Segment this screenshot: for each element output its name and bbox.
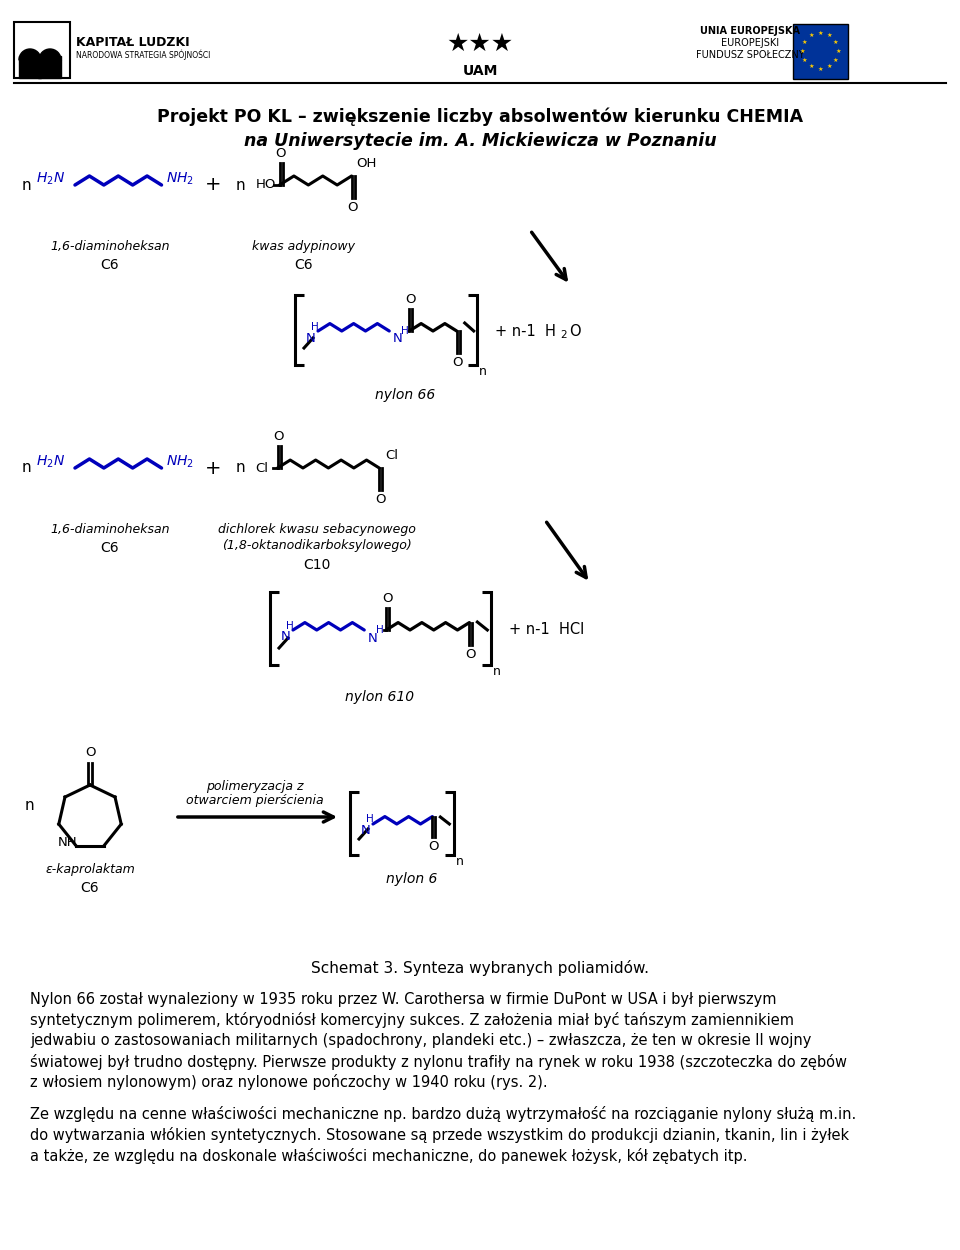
Text: C6: C6 [101, 258, 119, 272]
Text: H: H [286, 621, 294, 631]
Text: ★: ★ [817, 30, 823, 35]
Text: FUNDUSZ SPOŁECZNY: FUNDUSZ SPOŁECZNY [696, 50, 804, 60]
Text: $H_2N$: $H_2N$ [36, 454, 65, 470]
Text: ★: ★ [827, 64, 831, 69]
Text: H: H [366, 814, 373, 824]
Text: jedwabiu o zastosowaniach militarnych (spadochrony, plandeki etc.) – zwłaszcza, : jedwabiu o zastosowaniach militarnych (s… [30, 1032, 811, 1048]
Text: $NH_2$: $NH_2$ [165, 454, 194, 470]
Text: O: O [348, 201, 358, 214]
Text: ★: ★ [808, 64, 814, 69]
Text: nylon 66: nylon 66 [374, 388, 435, 402]
Text: ★: ★ [832, 58, 838, 63]
Text: ε-kaprolaktam: ε-kaprolaktam [45, 862, 134, 876]
Text: UAM: UAM [463, 64, 497, 78]
Text: O: O [465, 648, 475, 660]
Text: n: n [456, 855, 465, 868]
Text: (1,8-oktanodikarboksylowego): (1,8-oktanodikarboksylowego) [223, 539, 412, 552]
Text: NH: NH [59, 836, 78, 849]
Text: C6: C6 [101, 541, 119, 555]
Text: C6: C6 [81, 881, 99, 895]
Text: $NH_2$: $NH_2$ [165, 171, 194, 187]
Polygon shape [38, 60, 61, 78]
Text: +: + [205, 459, 222, 478]
Text: H: H [376, 625, 384, 635]
Text: +: + [205, 175, 222, 195]
Text: N: N [306, 331, 316, 345]
Text: O: O [375, 492, 386, 506]
Text: O: O [84, 746, 95, 759]
Text: Projekt PO KL – zwiększenie liczby absolwentów kierunku CHEMIA: Projekt PO KL – zwiększenie liczby absol… [156, 107, 804, 125]
Text: n: n [22, 460, 32, 475]
Text: OH: OH [356, 158, 377, 170]
Text: ★: ★ [817, 66, 823, 71]
Bar [793, 24, 848, 79]
Polygon shape [19, 56, 61, 60]
Text: na Uniwersytecie im. A. Mickiewicza w Poznaniu: na Uniwersytecie im. A. Mickiewicza w Po… [244, 132, 716, 150]
Text: polimeryzacja z: polimeryzacja z [206, 780, 303, 792]
Text: n: n [493, 665, 501, 678]
Text: n: n [22, 177, 32, 192]
Text: ★: ★ [827, 32, 831, 38]
Text: ★: ★ [802, 58, 807, 63]
Text: ★: ★ [799, 49, 804, 54]
Text: do wytwarzania włókien syntetycznych. Stosowane są przede wszystkim do produkcji: do wytwarzania włókien syntetycznych. St… [30, 1128, 850, 1142]
Text: z włosiem nylonowym) oraz nylonowe pończochy w 1940 roku (rys. 2).: z włosiem nylonowym) oraz nylonowe pończ… [30, 1074, 547, 1090]
Text: n: n [479, 365, 487, 378]
Wedge shape [39, 49, 61, 60]
Text: ★★★: ★★★ [446, 32, 514, 56]
Text: Cl: Cl [255, 461, 269, 475]
Text: ★: ★ [808, 32, 814, 38]
Text: kwas adypinowy: kwas adypinowy [252, 240, 355, 252]
Text: + n-1  HCl: + n-1 HCl [510, 622, 585, 638]
Text: ★: ★ [835, 49, 841, 54]
Text: KAPITAŁ LUDZKI: KAPITAŁ LUDZKI [76, 36, 190, 49]
Text: 2: 2 [561, 330, 567, 340]
Polygon shape [19, 60, 41, 78]
Text: NARODOWA STRATEGIA SPÓJNOŚCI: NARODOWA STRATEGIA SPÓJNOŚCI [76, 50, 210, 60]
Text: Ze względu na cenne właściwości mechaniczne np. bardzo dużą wytrzymałość na rozc: Ze względu na cenne właściwości mechanic… [30, 1106, 856, 1122]
Text: nylon 6: nylon 6 [386, 872, 438, 886]
Bar [14, 22, 70, 78]
Text: $H_2N$: $H_2N$ [36, 171, 65, 187]
Text: HO: HO [255, 179, 276, 191]
Text: O: O [428, 840, 439, 852]
Text: C6: C6 [294, 258, 313, 272]
Wedge shape [19, 49, 41, 60]
Text: n: n [235, 460, 245, 475]
Text: N: N [361, 824, 371, 836]
Text: N: N [394, 332, 403, 345]
Text: n: n [25, 798, 35, 812]
Text: UNIA EUROPEJSKA: UNIA EUROPEJSKA [700, 26, 800, 36]
Text: dichlorek kwasu sebacynowego: dichlorek kwasu sebacynowego [219, 522, 417, 536]
Text: O: O [276, 148, 286, 160]
Text: O: O [452, 356, 463, 369]
Text: 1,6-diaminoheksan: 1,6-diaminoheksan [50, 522, 170, 536]
Text: O: O [382, 592, 393, 605]
Text: ★: ★ [802, 40, 807, 45]
Text: O: O [405, 292, 416, 306]
Text: O: O [568, 324, 581, 339]
Text: ★: ★ [832, 40, 838, 45]
Text: n: n [235, 177, 245, 192]
Text: H: H [401, 326, 409, 336]
Text: otwarciem pierścienia: otwarciem pierścienia [186, 794, 324, 808]
Text: + n-1  H: + n-1 H [494, 324, 556, 339]
Text: Nylon 66 został wynaleziony w 1935 roku przez W. Carothersa w firmie DuPont w US: Nylon 66 został wynaleziony w 1935 roku … [30, 992, 777, 1008]
Text: N: N [281, 630, 291, 644]
Text: H: H [311, 322, 319, 332]
Text: syntetycznym polimerem, któryodniósł komercyjny sukces. Z założenia miał być tań: syntetycznym polimerem, któryodniósł kom… [30, 1013, 794, 1029]
Text: Cl: Cl [385, 449, 398, 462]
Text: C10: C10 [303, 558, 331, 572]
Text: N: N [369, 631, 378, 645]
Text: 1,6-diaminoheksan: 1,6-diaminoheksan [50, 240, 170, 252]
Text: O: O [274, 430, 284, 442]
Text: Schemat 3. Synteza wybranych poliamidów.: Schemat 3. Synteza wybranych poliamidów. [311, 960, 649, 976]
Text: a także, ze względu na doskonale właściwości mechaniczne, do panewek łożysk, kół: a także, ze względu na doskonale właściw… [30, 1148, 748, 1164]
Text: nylon 610: nylon 610 [346, 690, 415, 704]
Text: EUROPEJSKI: EUROPEJSKI [721, 38, 780, 48]
Text: światowej był trudno dostępny. Pierwsze produkty z nylonu trafiły na rynek w rok: światowej był trudno dostępny. Pierwsze … [30, 1054, 847, 1070]
